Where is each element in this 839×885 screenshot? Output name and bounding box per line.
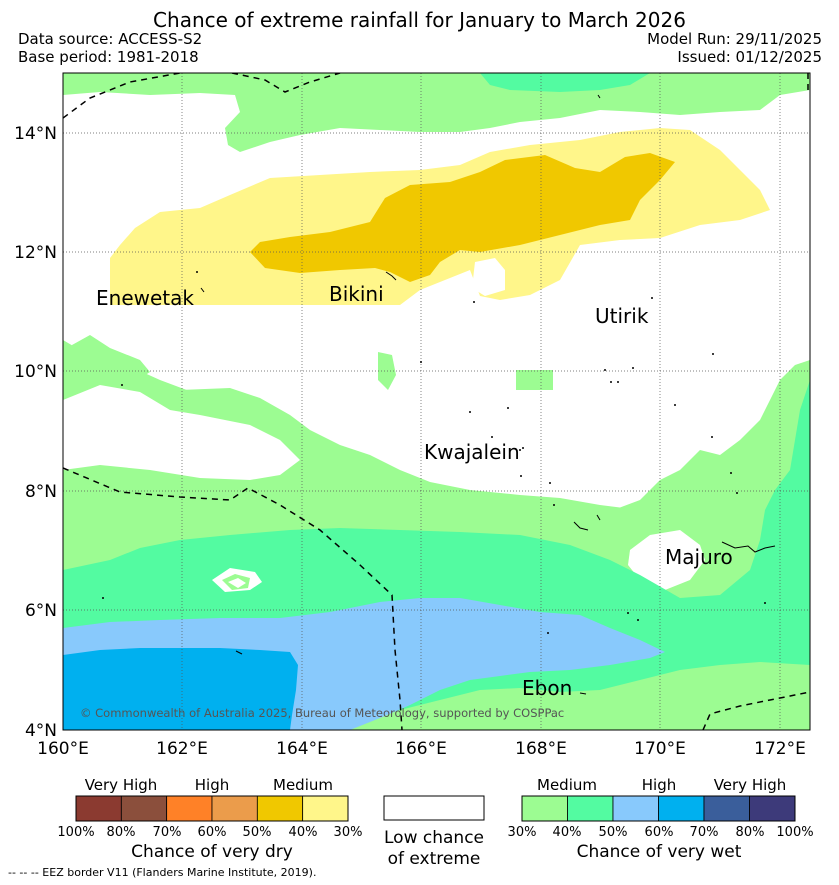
copyright-notice: © Commonwealth of Australia 2025, Bureau… bbox=[80, 706, 564, 720]
model-run: Model Run: 29/11/2025 bbox=[647, 30, 822, 48]
low-chance-patch bbox=[628, 530, 705, 590]
dry-swatch-4 bbox=[256, 795, 304, 822]
dry-tick: 40% bbox=[289, 825, 318, 840]
lon-label: 162°E bbox=[156, 739, 208, 759]
wet-swatch-1 bbox=[567, 795, 614, 822]
lat-label: 12°N bbox=[14, 243, 57, 263]
lon-label: 166°E bbox=[395, 739, 447, 759]
data-source: Data source: ACCESS-S2 bbox=[18, 30, 203, 48]
wet-medium-region-east bbox=[520, 360, 810, 560]
wet-swatch-4 bbox=[703, 795, 750, 822]
dry-tick: 60% bbox=[198, 825, 227, 840]
lat-label: 10°N bbox=[14, 362, 57, 382]
place-labels: Enewetak Bikini Utirik Kwajalein Majuro … bbox=[96, 282, 733, 700]
dry-swatch-3 bbox=[211, 795, 258, 822]
wet-swatch-3 bbox=[658, 795, 705, 822]
longitude-labels: 160°E 162°E 164°E 166°E 168°E 170°E 172°… bbox=[37, 739, 806, 759]
wet-tick: 50% bbox=[599, 825, 628, 840]
island-dots bbox=[102, 271, 766, 634]
place-bikini: Bikini bbox=[329, 282, 384, 306]
lon-label: 172°E bbox=[754, 739, 806, 759]
wet-band-label: Very High bbox=[714, 776, 787, 794]
lat-label: 8°N bbox=[25, 482, 57, 502]
place-enewetak: Enewetak bbox=[96, 286, 194, 310]
dry-band-label: Medium bbox=[273, 776, 333, 794]
lon-label: 160°E bbox=[37, 739, 89, 759]
lon-label: 170°E bbox=[634, 739, 686, 759]
wet-tick-labels: 30% 40% 50% 60% 70% 80% 100% bbox=[508, 825, 814, 840]
legend: Very High High Medium 100% 80% 70% 60% 5… bbox=[57, 776, 813, 869]
place-kwajalein: Kwajalein bbox=[424, 440, 520, 464]
wet-tick: 80% bbox=[736, 825, 765, 840]
lat-label: 4°N bbox=[25, 721, 57, 741]
dry-tick: 50% bbox=[243, 825, 272, 840]
eez-footnote: -- -- -- EEZ border V11 (Flanders Marine… bbox=[8, 866, 317, 879]
wet-legend-title: Chance of very wet bbox=[577, 842, 742, 862]
wet-colorbar bbox=[521, 795, 796, 822]
wet-mid-region-north bbox=[480, 73, 650, 92]
lat-label: 6°N bbox=[25, 601, 57, 621]
wet-60pct-region bbox=[63, 648, 298, 730]
place-utirik: Utirik bbox=[595, 304, 649, 328]
dry-tick: 100% bbox=[57, 825, 94, 840]
low-chance-label-line2: of extreme bbox=[388, 849, 481, 869]
dry-legend-title: Chance of very dry bbox=[131, 842, 293, 862]
place-ebon: Ebon bbox=[522, 676, 572, 700]
lat-label: 14°N bbox=[14, 124, 57, 144]
wet-medium-region-north bbox=[63, 73, 810, 152]
dry-tick: 30% bbox=[334, 825, 363, 840]
low-chance-label-line1: Low chance bbox=[384, 828, 484, 848]
low-chance-patch bbox=[472, 258, 505, 296]
dry-colorbar bbox=[75, 795, 349, 822]
wet-medium-patch bbox=[516, 370, 553, 390]
wet-tick: 40% bbox=[553, 825, 582, 840]
map-plot-area bbox=[63, 73, 810, 730]
eez-border bbox=[63, 73, 810, 730]
wet-swatch-5 bbox=[749, 795, 796, 822]
lon-label: 168°E bbox=[515, 739, 567, 759]
dry-tick-labels: 100% 80% 70% 60% 50% 40% 30% bbox=[57, 825, 362, 840]
dry-swatch-2 bbox=[166, 795, 213, 822]
dry-band-labels: Very High High Medium bbox=[85, 776, 333, 794]
wet-tick: 70% bbox=[690, 825, 719, 840]
wet-band-label: Medium bbox=[537, 776, 597, 794]
island-outlines bbox=[200, 94, 776, 695]
low-chance-patch bbox=[228, 578, 246, 588]
lon-label: 164°E bbox=[276, 739, 328, 759]
wet-tick: 30% bbox=[508, 825, 537, 840]
dry-band-label: Very High bbox=[85, 776, 158, 794]
dry-band-label: High bbox=[195, 776, 229, 794]
place-majuro: Majuro bbox=[665, 545, 733, 569]
map-title: Chance of extreme rainfall for January t… bbox=[153, 8, 686, 32]
wet-band-labels: Medium High Very High bbox=[537, 776, 786, 794]
map-frame bbox=[62, 72, 811, 731]
low-chance-patch bbox=[63, 385, 300, 480]
dry-swatch-1 bbox=[120, 795, 168, 822]
low-chance-swatch bbox=[383, 795, 485, 821]
dry-swatch-5 bbox=[302, 795, 349, 822]
wet-swatch-0 bbox=[521, 795, 568, 822]
wet-tick: 100% bbox=[776, 825, 813, 840]
wet-tick: 60% bbox=[645, 825, 674, 840]
dry-tick: 70% bbox=[153, 825, 182, 840]
wet-band-label: High bbox=[642, 776, 676, 794]
wet-swatch-2 bbox=[612, 795, 659, 822]
dry-50pct-region bbox=[250, 153, 675, 282]
dry-swatch-0 bbox=[75, 795, 122, 822]
base-period: Base period: 1981-2018 bbox=[18, 48, 199, 66]
issued-date: Issued: 01/12/2025 bbox=[677, 48, 822, 66]
dry-tick: 80% bbox=[107, 825, 136, 840]
latitude-labels: 14°N 12°N 10°N 8°N 6°N 4°N bbox=[14, 124, 57, 741]
